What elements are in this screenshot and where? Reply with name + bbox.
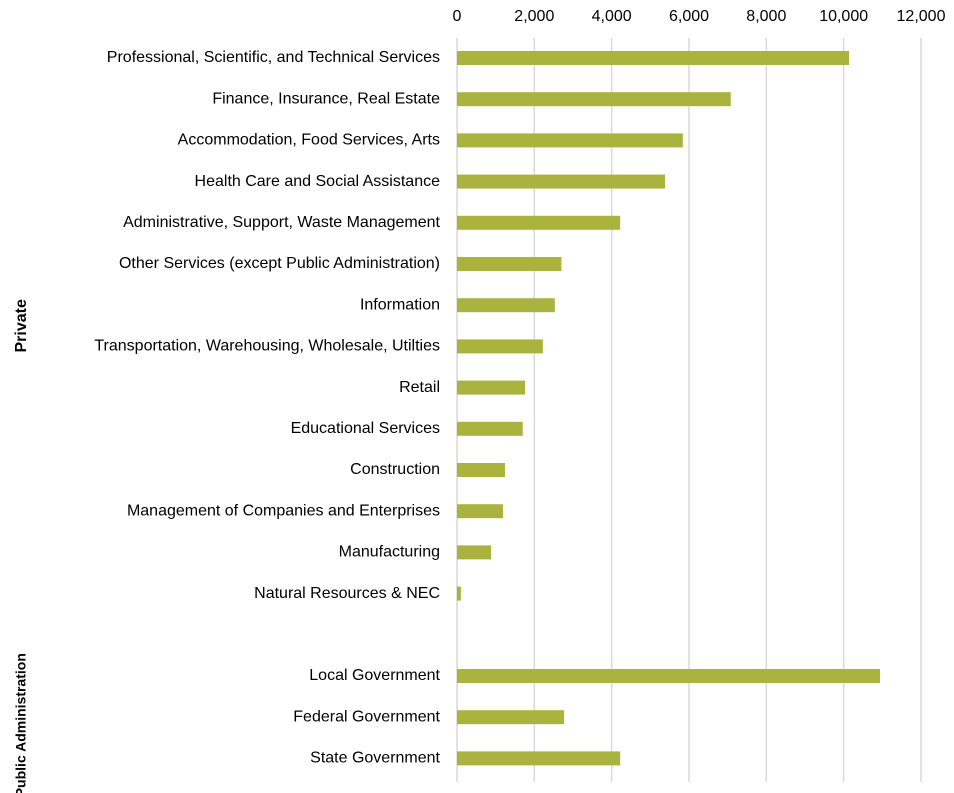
y-tick-label: Educational Services (291, 420, 440, 437)
group-label: Public Administration (13, 653, 29, 793)
x-tick-label: 2,000 (514, 8, 554, 25)
bar (457, 421, 523, 436)
y-tick-label: Accommodation, Food Services, Arts (178, 132, 440, 149)
y-tick-label: Information (360, 296, 440, 313)
bar (457, 710, 565, 725)
bar (457, 545, 492, 560)
y-tick-label: Administrative, Support, Waste Managemen… (123, 214, 440, 231)
y-tick-label: Professional, Scientific, and Technical … (107, 49, 440, 66)
bar (457, 504, 504, 519)
y-tick-label: Construction (350, 461, 440, 478)
bar (457, 174, 666, 189)
bar (457, 339, 543, 354)
bar (457, 215, 621, 230)
bar (457, 92, 731, 107)
y-tick-label: Federal Government (293, 708, 440, 725)
x-tick-label: 6,000 (669, 8, 709, 25)
y-tick-label: Management of Companies and Enterprises (127, 502, 440, 519)
bar (457, 298, 555, 313)
bar (457, 751, 621, 766)
bar (457, 380, 526, 395)
y-tick-label: Manufacturing (339, 544, 440, 561)
y-tick-label: State Government (310, 750, 440, 767)
bar (457, 669, 881, 683)
bar (457, 133, 683, 148)
y-tick-label: Retail (399, 379, 440, 396)
bar (457, 257, 562, 271)
group-label: Private (13, 299, 30, 352)
y-tick-label: Finance, Insurance, Real Estate (212, 90, 440, 107)
x-tick-label: 10,000 (819, 8, 868, 25)
y-tick-label: Natural Resources & NEC (254, 585, 440, 602)
x-tick-label: 4,000 (592, 8, 632, 25)
x-tick-label: 8,000 (746, 8, 786, 25)
y-tick-label: Health Care and Social Assistance (195, 173, 441, 190)
y-tick-label: Other Services (except Public Administra… (119, 255, 440, 272)
x-tick-label: 0 (453, 8, 462, 25)
bar (457, 463, 505, 477)
y-tick-label: Transportation, Warehousing, Wholesale, … (94, 338, 440, 355)
bar (457, 586, 461, 601)
bar (457, 51, 850, 65)
x-tick-label: 12,000 (897, 8, 946, 25)
y-tick-label: Local Government (309, 667, 440, 684)
